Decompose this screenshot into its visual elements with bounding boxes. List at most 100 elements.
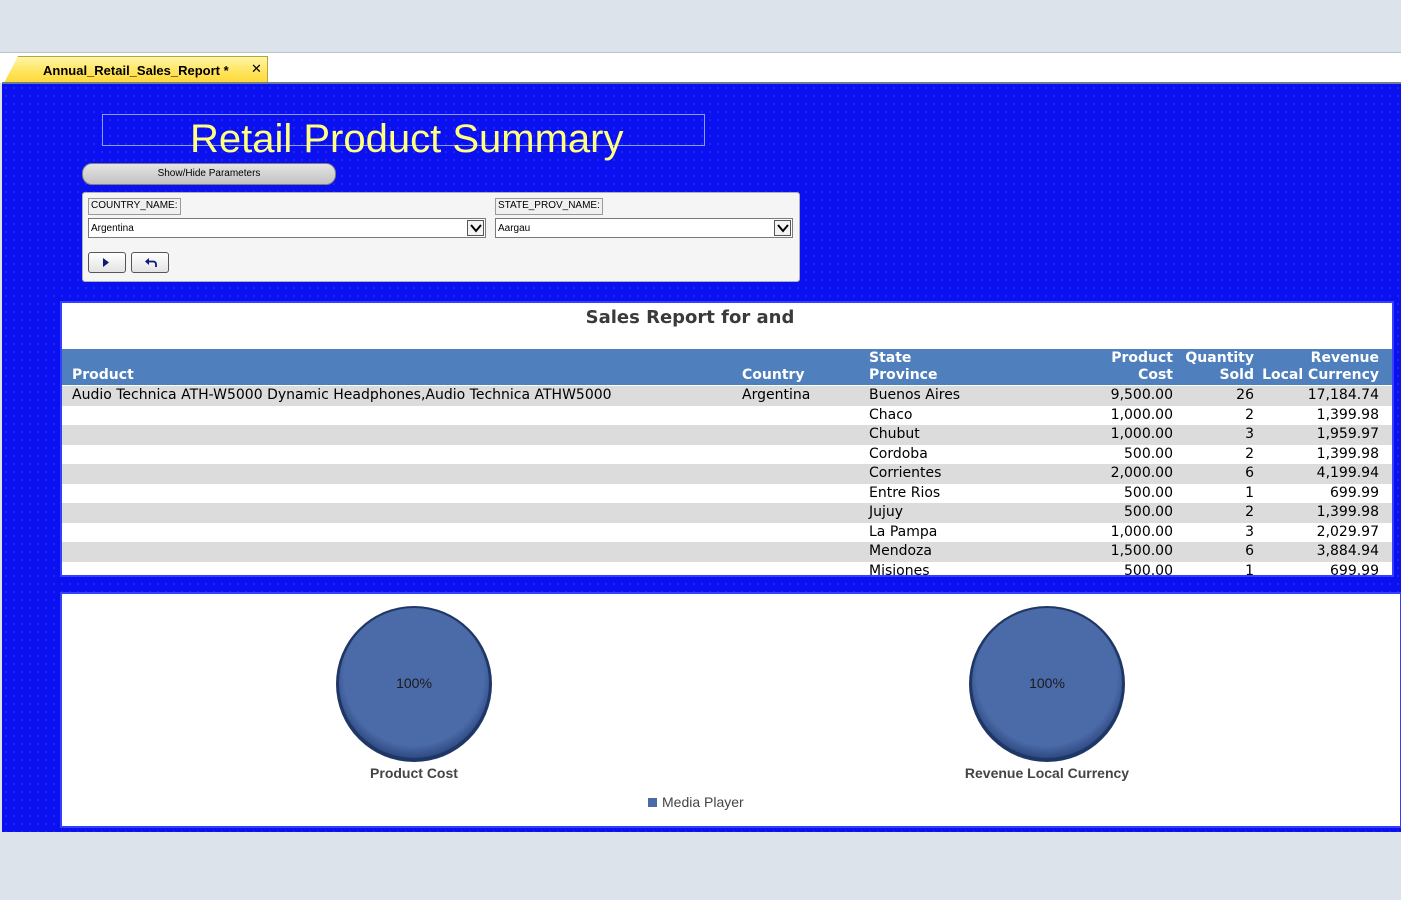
cell-state: Chaco	[869, 406, 913, 423]
header-state: State	[869, 350, 912, 366]
report-canvas: Retail Product Summary Show/Hide Paramet…	[2, 82, 1401, 832]
legend-swatch	[648, 798, 657, 807]
sales-report-table-panel: Sales Report for and Product Country Sta…	[60, 301, 1394, 577]
cell-state: Cordoba	[869, 445, 928, 462]
header-quantity-2: Sold	[1219, 367, 1254, 383]
state-select-value: Aargau	[498, 223, 531, 234]
pie-title: Revenue Local Currency	[965, 765, 1129, 781]
cell-country: Argentina	[742, 387, 811, 403]
show-hide-parameters-button[interactable]: Show/Hide Parameters	[82, 163, 336, 185]
close-icon[interactable]: ✕	[251, 62, 262, 77]
cell-revenue: 699.99	[1330, 484, 1379, 501]
cell-qty: 2	[1245, 445, 1254, 462]
header-revenue-2: Local Currency	[1262, 367, 1379, 383]
tab-label: Annual_Retail_Sales_Report *	[43, 63, 229, 78]
country-select[interactable]: Argentina	[88, 218, 486, 238]
reset-parameters-button[interactable]	[131, 252, 169, 273]
table-row: Chubut 1,000.00 3 1,959.97	[62, 425, 1392, 445]
header-quantity-1: Quantity	[1185, 350, 1254, 366]
cell-revenue: 17,184.74	[1307, 387, 1379, 403]
legend-label: Media Player	[662, 794, 744, 810]
play-icon	[103, 258, 109, 267]
cell-cost: 500.00	[1124, 484, 1173, 501]
cell-state: Misiones	[869, 562, 930, 577]
table-row: Audio Technica ATH-W5000 Dynamic Headpho…	[62, 386, 1392, 406]
run-report-button[interactable]	[88, 252, 126, 273]
state-prov-name-label: STATE_PROV_NAME:	[495, 198, 603, 215]
cell-revenue: 3,884.94	[1316, 543, 1379, 559]
cell-state: Chubut	[869, 426, 920, 442]
state-select[interactable]: Aargau	[495, 218, 793, 238]
cell-qty: 1	[1245, 562, 1254, 577]
table-body: Audio Technica ATH-W5000 Dynamic Headpho…	[62, 386, 1392, 577]
title-frame	[102, 114, 705, 146]
country-name-label: COUNTRY_NAME:	[88, 198, 181, 215]
cell-qty: 3	[1245, 523, 1254, 540]
pie-product-cost: 100% Product Cost	[336, 606, 492, 781]
pie-charts-svg: 100% Product Cost 100% Revenue Local Cur…	[336, 606, 1129, 810]
cell-cost: 1,000.00	[1110, 523, 1173, 540]
cell-state: Mendoza	[869, 543, 932, 559]
cell-qty: 6	[1245, 465, 1254, 481]
cell-qty: 3	[1245, 426, 1254, 442]
pie-slice-revenue[interactable]	[972, 608, 1122, 758]
parameter-panel: COUNTRY_NAME: Argentina STATE_PROV_NAME:…	[82, 192, 800, 282]
chevron-down-icon[interactable]	[774, 220, 791, 236]
cell-state: Buenos Aires	[869, 387, 961, 403]
cell-revenue: 1,399.98	[1316, 504, 1379, 520]
table-row: Corrientes 2,000.00 6 4,199.94	[62, 464, 1392, 484]
table-title: Sales Report for and	[585, 307, 795, 328]
pie-percent-label: 100%	[1029, 675, 1065, 691]
document-tab-strip: Annual_Retail_Sales_Report * ✕	[0, 52, 1401, 83]
cell-qty: 26	[1236, 387, 1254, 403]
pie-title: Product Cost	[370, 765, 458, 781]
table-row: Misiones 500.00 1 699.99	[62, 562, 1392, 577]
header-product-cost-2: Cost	[1138, 367, 1173, 383]
table-header: Product Country State Province Product C…	[62, 349, 1392, 385]
table-row: Cordoba 500.00 2 1,399.98	[62, 445, 1392, 465]
header-product-cost-1: Product	[1111, 350, 1173, 366]
cell-revenue: 1,399.98	[1316, 445, 1379, 462]
report-title: Retail Product Summary	[190, 117, 624, 161]
cell-cost: 1,000.00	[1110, 406, 1173, 423]
cell-revenue: 1,399.98	[1316, 406, 1379, 423]
cell-qty: 6	[1245, 543, 1254, 559]
cell-state: La Pampa	[869, 523, 938, 540]
tab-annual-retail-sales-report[interactable]: Annual_Retail_Sales_Report * ✕	[4, 56, 268, 83]
pie-percent-label: 100%	[396, 675, 432, 691]
header-revenue-1: Revenue	[1310, 350, 1379, 366]
cell-product: Audio Technica ATH-W5000 Dynamic Headpho…	[72, 387, 612, 403]
table-row: Chaco 1,000.00 2 1,399.98	[62, 406, 1392, 426]
country-select-value: Argentina	[91, 223, 134, 234]
table-row: Entre Rios 500.00 1 699.99	[62, 484, 1392, 504]
cell-cost: 500.00	[1124, 445, 1173, 462]
pie-slice-product-cost[interactable]	[339, 608, 489, 758]
cell-qty: 2	[1245, 504, 1254, 520]
header-country: Country	[742, 367, 805, 383]
table-row: Mendoza 1,500.00 6 3,884.94	[62, 542, 1392, 562]
pie-charts-panel: 100% Product Cost 100% Revenue Local Cur…	[60, 592, 1401, 828]
undo-icon	[145, 258, 157, 267]
table-row: Jujuy 500.00 2 1,399.98	[62, 503, 1392, 523]
cell-state: Jujuy	[869, 504, 904, 520]
cell-cost: 9,500.00	[1110, 387, 1173, 403]
cell-cost: 1,000.00	[1110, 426, 1173, 442]
header-product: Product	[72, 367, 134, 383]
chart-legend: Media Player	[648, 794, 744, 810]
cell-cost: 2,000.00	[1110, 465, 1173, 481]
cell-revenue: 1,959.97	[1316, 426, 1379, 442]
table-row: La Pampa 1,000.00 3 2,029.97	[62, 523, 1392, 543]
cell-revenue: 699.99	[1330, 562, 1379, 577]
cell-qty: 2	[1245, 406, 1254, 423]
cell-revenue: 2,029.97	[1316, 523, 1379, 540]
cell-state: Corrientes	[869, 465, 942, 481]
cell-cost: 500.00	[1124, 562, 1173, 577]
cell-cost: 500.00	[1124, 504, 1173, 520]
header-province: Province	[869, 367, 938, 383]
cell-qty: 1	[1245, 484, 1254, 501]
cell-revenue: 4,199.94	[1316, 465, 1379, 481]
pie-revenue-local-currency: 100% Revenue Local Currency	[965, 606, 1129, 781]
chevron-down-icon[interactable]	[467, 220, 484, 236]
cell-state: Entre Rios	[869, 484, 941, 501]
cell-cost: 1,500.00	[1110, 543, 1173, 559]
